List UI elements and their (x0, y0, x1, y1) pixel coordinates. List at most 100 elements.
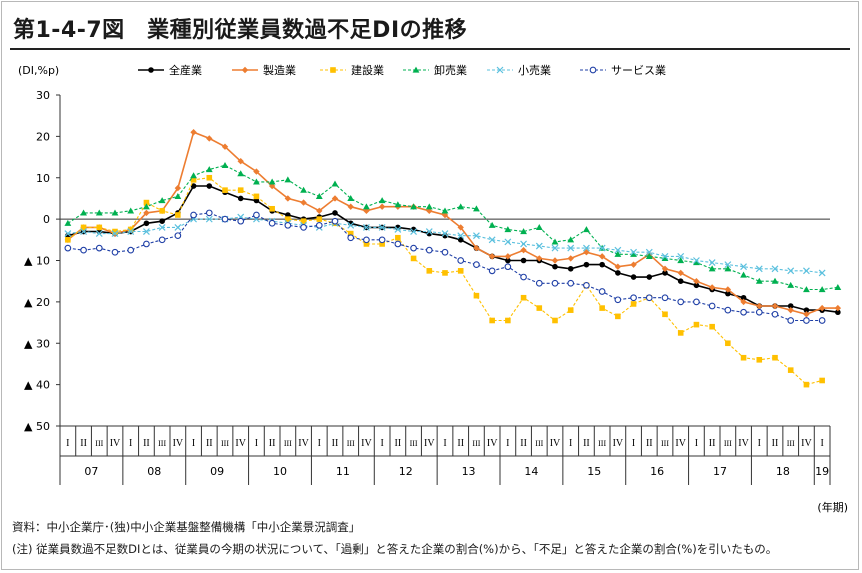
data-point (332, 210, 338, 216)
data-point (724, 261, 732, 269)
data-point (504, 238, 512, 246)
data-point (787, 281, 795, 288)
data-point (331, 217, 339, 225)
quarter-label: III (598, 439, 606, 448)
data-point (567, 307, 574, 313)
legend-item: サービス業 (580, 64, 666, 77)
data-point (206, 135, 213, 142)
quarter-label: III (724, 439, 732, 448)
year-label: 07 (84, 465, 98, 478)
quarter-label: IV (613, 438, 624, 449)
data-point (64, 230, 72, 238)
data-point (740, 298, 747, 306)
quarter-label: II (646, 438, 653, 449)
data-point (535, 279, 543, 287)
series-0 (65, 183, 841, 316)
data-point (567, 244, 575, 252)
data-point (394, 201, 402, 208)
data-point (598, 253, 606, 260)
quarter-label: III (347, 439, 355, 448)
data-point (787, 317, 795, 324)
data-point (95, 244, 103, 252)
quarter-label: II (772, 438, 779, 449)
data-point (630, 248, 637, 256)
data-point (630, 274, 637, 280)
quarter-label: I (66, 438, 69, 449)
data-point (771, 302, 779, 310)
data-point (614, 246, 622, 254)
data-point (693, 282, 700, 289)
year-label: 15 (587, 465, 601, 478)
quarter-label: I (632, 438, 635, 449)
quarter-label: IV (173, 438, 184, 449)
quarter-label: IV (550, 438, 561, 449)
quarter-label: IV (298, 438, 309, 449)
data-point (412, 66, 420, 73)
data-point (378, 236, 386, 244)
data-point (740, 263, 747, 271)
quarter-label: I (318, 438, 321, 449)
data-point (284, 221, 292, 229)
data-point (567, 279, 575, 287)
data-point (158, 223, 166, 231)
data-point (677, 269, 684, 277)
data-point (237, 217, 245, 225)
data-point (378, 203, 386, 210)
data-point (615, 313, 621, 320)
data-point (662, 311, 668, 318)
data-point (175, 212, 181, 218)
data-point (127, 228, 135, 235)
data-point (708, 284, 716, 291)
data-point (677, 330, 684, 336)
data-point (504, 226, 512, 233)
y-tick-label: ▲ 10 (24, 255, 50, 268)
series-line (67, 131, 838, 316)
data-point (379, 241, 385, 247)
data-point (148, 67, 154, 73)
legend-item: 小売業 (487, 64, 551, 77)
data-point (755, 308, 763, 316)
data-point (589, 66, 597, 74)
data-point (300, 186, 307, 193)
data-point (693, 259, 700, 266)
data-point (661, 252, 669, 260)
data-point (331, 195, 339, 202)
legend-label: 建設業 (351, 63, 384, 77)
x-axis: I II III IV I II III IV I II III IV I II III IV I II III IV… (59, 425, 831, 485)
series-2 (65, 174, 825, 388)
quarter-label: II (80, 438, 87, 449)
data-point (253, 168, 260, 175)
data-point (395, 234, 401, 241)
data-point (426, 268, 433, 274)
data-point (661, 255, 669, 262)
data-point (190, 211, 197, 219)
quarter-label: II (206, 438, 213, 449)
data-point (111, 209, 119, 216)
data-point (520, 294, 527, 301)
data-point (205, 166, 213, 173)
data-point (457, 203, 465, 210)
data-point (300, 218, 307, 224)
data-point (253, 178, 260, 185)
quarter-label: IV (801, 438, 812, 449)
data-point (818, 317, 826, 324)
data-point (96, 224, 103, 231)
data-point (441, 230, 449, 238)
legend-item: 全産業 (138, 63, 202, 77)
data-point (803, 267, 810, 275)
data-point (551, 238, 559, 245)
quarter-label: I (443, 438, 446, 449)
data-point (583, 226, 590, 233)
data-point (693, 298, 700, 306)
data-point (206, 174, 213, 181)
data-point (159, 208, 165, 214)
y-tick-label: ▲ 50 (24, 420, 50, 433)
source-note: 資料：中小企業庁･(独)中小企業基盤整備機構「中小企業景況調査」 (12, 520, 361, 534)
quarter-label: I (569, 438, 572, 449)
data-point (567, 255, 574, 262)
data-point (190, 183, 197, 189)
quarter-label: IV (738, 438, 749, 449)
data-point (190, 172, 197, 179)
data-point (174, 223, 182, 231)
